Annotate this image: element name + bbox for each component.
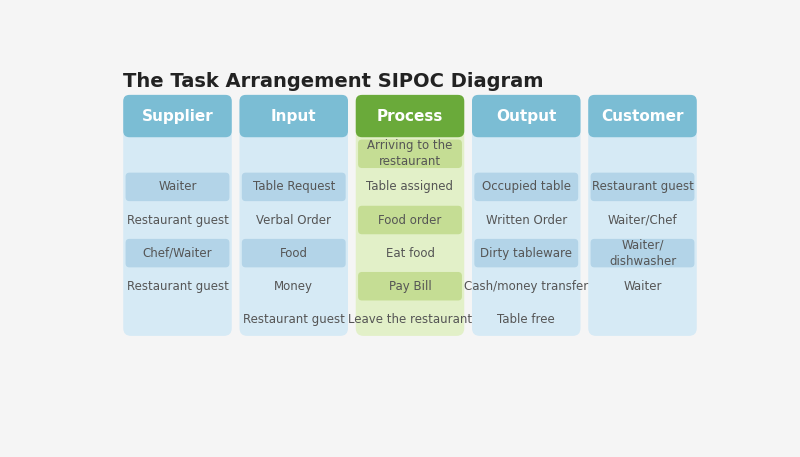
FancyBboxPatch shape: [356, 95, 464, 336]
Text: Process: Process: [377, 109, 443, 123]
Text: Input: Input: [271, 109, 317, 123]
Text: Supplier: Supplier: [142, 109, 214, 123]
Text: Leave the restaurant: Leave the restaurant: [348, 313, 472, 326]
Text: Eat food: Eat food: [386, 247, 434, 260]
Text: Restaurant guest: Restaurant guest: [591, 181, 694, 193]
FancyBboxPatch shape: [474, 239, 578, 267]
Text: Arriving to the
restaurant: Arriving to the restaurant: [367, 139, 453, 168]
Text: Chef/Waiter: Chef/Waiter: [142, 247, 212, 260]
Text: Dirty tableware: Dirty tableware: [480, 247, 572, 260]
FancyBboxPatch shape: [239, 95, 348, 137]
Text: Verbal Order: Verbal Order: [256, 213, 331, 227]
FancyBboxPatch shape: [588, 95, 697, 336]
Text: Output: Output: [496, 109, 557, 123]
FancyBboxPatch shape: [358, 139, 462, 168]
FancyBboxPatch shape: [588, 95, 697, 137]
Text: Occupied table: Occupied table: [482, 181, 570, 193]
Text: Waiter/Chef: Waiter/Chef: [608, 213, 678, 227]
Text: Cash/money transfer: Cash/money transfer: [464, 280, 588, 293]
FancyBboxPatch shape: [126, 173, 230, 201]
Text: Waiter: Waiter: [158, 181, 197, 193]
FancyBboxPatch shape: [358, 305, 462, 334]
Text: Pay Bill: Pay Bill: [389, 280, 431, 293]
Text: Money: Money: [274, 280, 314, 293]
FancyBboxPatch shape: [123, 95, 232, 137]
Text: Waiter/
dishwasher: Waiter/ dishwasher: [609, 239, 676, 268]
Text: The Task Arrangement SIPOC Diagram: The Task Arrangement SIPOC Diagram: [123, 72, 544, 91]
FancyBboxPatch shape: [356, 95, 464, 137]
Text: Waiter: Waiter: [623, 280, 662, 293]
Text: Food order: Food order: [378, 213, 442, 227]
FancyBboxPatch shape: [590, 239, 694, 267]
FancyBboxPatch shape: [126, 239, 230, 267]
FancyBboxPatch shape: [472, 95, 581, 336]
FancyBboxPatch shape: [474, 173, 578, 201]
FancyBboxPatch shape: [242, 173, 346, 201]
FancyBboxPatch shape: [358, 239, 462, 267]
Text: Food: Food: [280, 247, 308, 260]
FancyBboxPatch shape: [358, 272, 462, 300]
FancyBboxPatch shape: [358, 173, 462, 201]
Text: Restaurant guest: Restaurant guest: [126, 280, 229, 293]
Text: Table assigned: Table assigned: [366, 181, 454, 193]
FancyBboxPatch shape: [242, 239, 346, 267]
Text: Restaurant guest: Restaurant guest: [243, 313, 345, 326]
FancyBboxPatch shape: [123, 95, 232, 336]
Text: Written Order: Written Order: [486, 213, 567, 227]
Text: Table Request: Table Request: [253, 181, 335, 193]
FancyBboxPatch shape: [590, 173, 694, 201]
FancyBboxPatch shape: [239, 95, 348, 336]
Text: Restaurant guest: Restaurant guest: [126, 213, 229, 227]
Text: Customer: Customer: [602, 109, 684, 123]
FancyBboxPatch shape: [472, 95, 581, 137]
Text: Table free: Table free: [498, 313, 555, 326]
FancyBboxPatch shape: [358, 206, 462, 234]
